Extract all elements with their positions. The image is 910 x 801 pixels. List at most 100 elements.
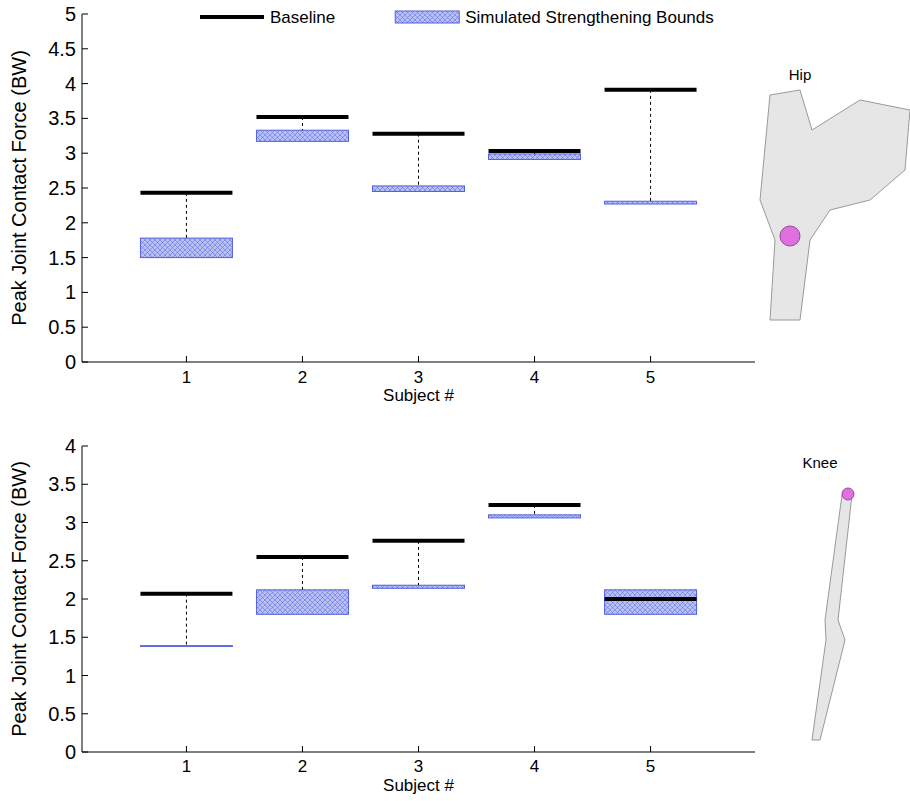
- bounds-box: [489, 154, 581, 160]
- connector: [186, 594, 187, 646]
- x-tick-label: 1: [182, 368, 191, 387]
- panel: 00.511.522.533.5412345Subject #Peak Join…: [8, 435, 854, 795]
- y-tick-label: 4.5: [48, 38, 76, 60]
- connector: [650, 90, 651, 201]
- y-tick: [82, 48, 88, 49]
- y-tick-label: 3.5: [48, 473, 76, 495]
- y-tick: [82, 118, 88, 119]
- bounds-box: [256, 130, 348, 141]
- marks: [140, 505, 696, 647]
- x-tick-label: 5: [646, 368, 655, 387]
- x-tick: [650, 356, 651, 362]
- panel-title: Knee: [802, 454, 837, 471]
- x-tick: [302, 746, 303, 752]
- x-tick: [534, 746, 535, 752]
- x-axis-title: Subject #: [383, 386, 454, 405]
- baseline-mark: [140, 191, 232, 195]
- y-tick-label: 1.5: [48, 626, 76, 648]
- baseline-mark: [140, 592, 232, 596]
- connector: [302, 557, 303, 590]
- y-tick-label: 2.5: [48, 550, 76, 572]
- x-tick-label: 3: [414, 368, 423, 387]
- bounds-box: [140, 238, 232, 257]
- x-tick: [650, 746, 651, 752]
- y-tick: [82, 713, 88, 714]
- y-tick: [82, 522, 88, 523]
- y-tick-label: 3: [65, 142, 76, 164]
- bounds-box: [373, 186, 465, 192]
- y-tick-label: 2: [65, 588, 76, 610]
- legend-swatch: [200, 15, 264, 19]
- y-tick-label: 1: [65, 281, 76, 303]
- y-tick: [82, 83, 88, 84]
- y-tick: [82, 292, 88, 293]
- y-tick-label: 0.5: [48, 316, 76, 338]
- legend-label: Baseline: [270, 8, 335, 27]
- baseline-mark: [605, 88, 697, 92]
- y-tick: [82, 188, 88, 189]
- illustration: [812, 488, 854, 740]
- x-tick: [534, 356, 535, 362]
- x-tick-label: 2: [298, 368, 307, 387]
- y-tick: [82, 327, 88, 328]
- x-tick: [302, 356, 303, 362]
- y-tick-label: 2.5: [48, 177, 76, 199]
- bounds-box: [256, 590, 348, 614]
- baseline-mark: [489, 503, 581, 507]
- baseline-mark: [256, 555, 348, 559]
- joint: [780, 226, 800, 246]
- y-tick: [82, 599, 88, 600]
- y-tick-label: 5: [65, 3, 76, 25]
- x-axis: [82, 752, 755, 753]
- bone: [812, 495, 852, 740]
- y-tick: [82, 675, 88, 676]
- illustration: [760, 90, 910, 320]
- x-tick-label: 4: [530, 757, 539, 776]
- connector: [418, 134, 419, 186]
- y-tick: [82, 484, 88, 485]
- x-axis-title: Subject #: [383, 776, 454, 795]
- y-tick: [82, 222, 88, 223]
- baseline-mark: [373, 132, 465, 136]
- y-tick: [82, 637, 88, 638]
- y-tick-label: 1: [65, 665, 76, 687]
- x-tick-label: 4: [530, 368, 539, 387]
- y-tick-label: 3.5: [48, 107, 76, 129]
- y-tick-label: 3: [65, 512, 76, 534]
- y-tick-label: 0: [65, 741, 76, 763]
- y-tick: [82, 14, 88, 15]
- baseline-mark: [373, 539, 465, 543]
- joint: [842, 488, 854, 500]
- marks: [140, 90, 696, 258]
- y-axis-title: Peak Joint Contact Force (BW): [8, 461, 30, 737]
- x-tick-label: 5: [646, 757, 655, 776]
- y-tick: [82, 446, 88, 447]
- y-axis: [82, 446, 83, 752]
- y-tick-label: 2: [65, 212, 76, 234]
- legend-label: Simulated Strengthening Bounds: [465, 8, 714, 27]
- y-tick-label: 0: [65, 351, 76, 373]
- x-axis: [82, 362, 755, 363]
- y-tick-label: 4: [65, 73, 76, 95]
- legend: Baseline Simulated Strengthening Bounds: [200, 8, 714, 27]
- panel-title: Hip: [789, 66, 812, 83]
- panel: 00.511.522.533.544.5512345Subject #Peak …: [8, 3, 910, 405]
- y-tick: [82, 153, 88, 154]
- x-tick-label: 3: [414, 757, 423, 776]
- y-tick: [82, 560, 88, 561]
- x-tick-label: 2: [298, 757, 307, 776]
- figure: 0 0.5 1 1.5 2 2.5 3 3.5 4 4.5 5 1 2 3 4 5 Subject # Peak …: [0, 0, 910, 801]
- x-tick-label: 1: [182, 757, 191, 776]
- legend-swatch: [395, 11, 459, 23]
- bounds-box: [489, 515, 581, 518]
- x-tick: [418, 356, 419, 362]
- baseline-mark: [605, 597, 697, 601]
- connector: [418, 541, 419, 585]
- bounds-box: [605, 201, 697, 204]
- x-tick: [418, 746, 419, 752]
- x-tick: [186, 356, 187, 362]
- y-axis: [82, 14, 83, 362]
- bounds-box: [373, 585, 465, 588]
- bounds-box: [140, 645, 232, 647]
- y-axis-title: Peak Joint Contact Force (BW): [8, 50, 30, 326]
